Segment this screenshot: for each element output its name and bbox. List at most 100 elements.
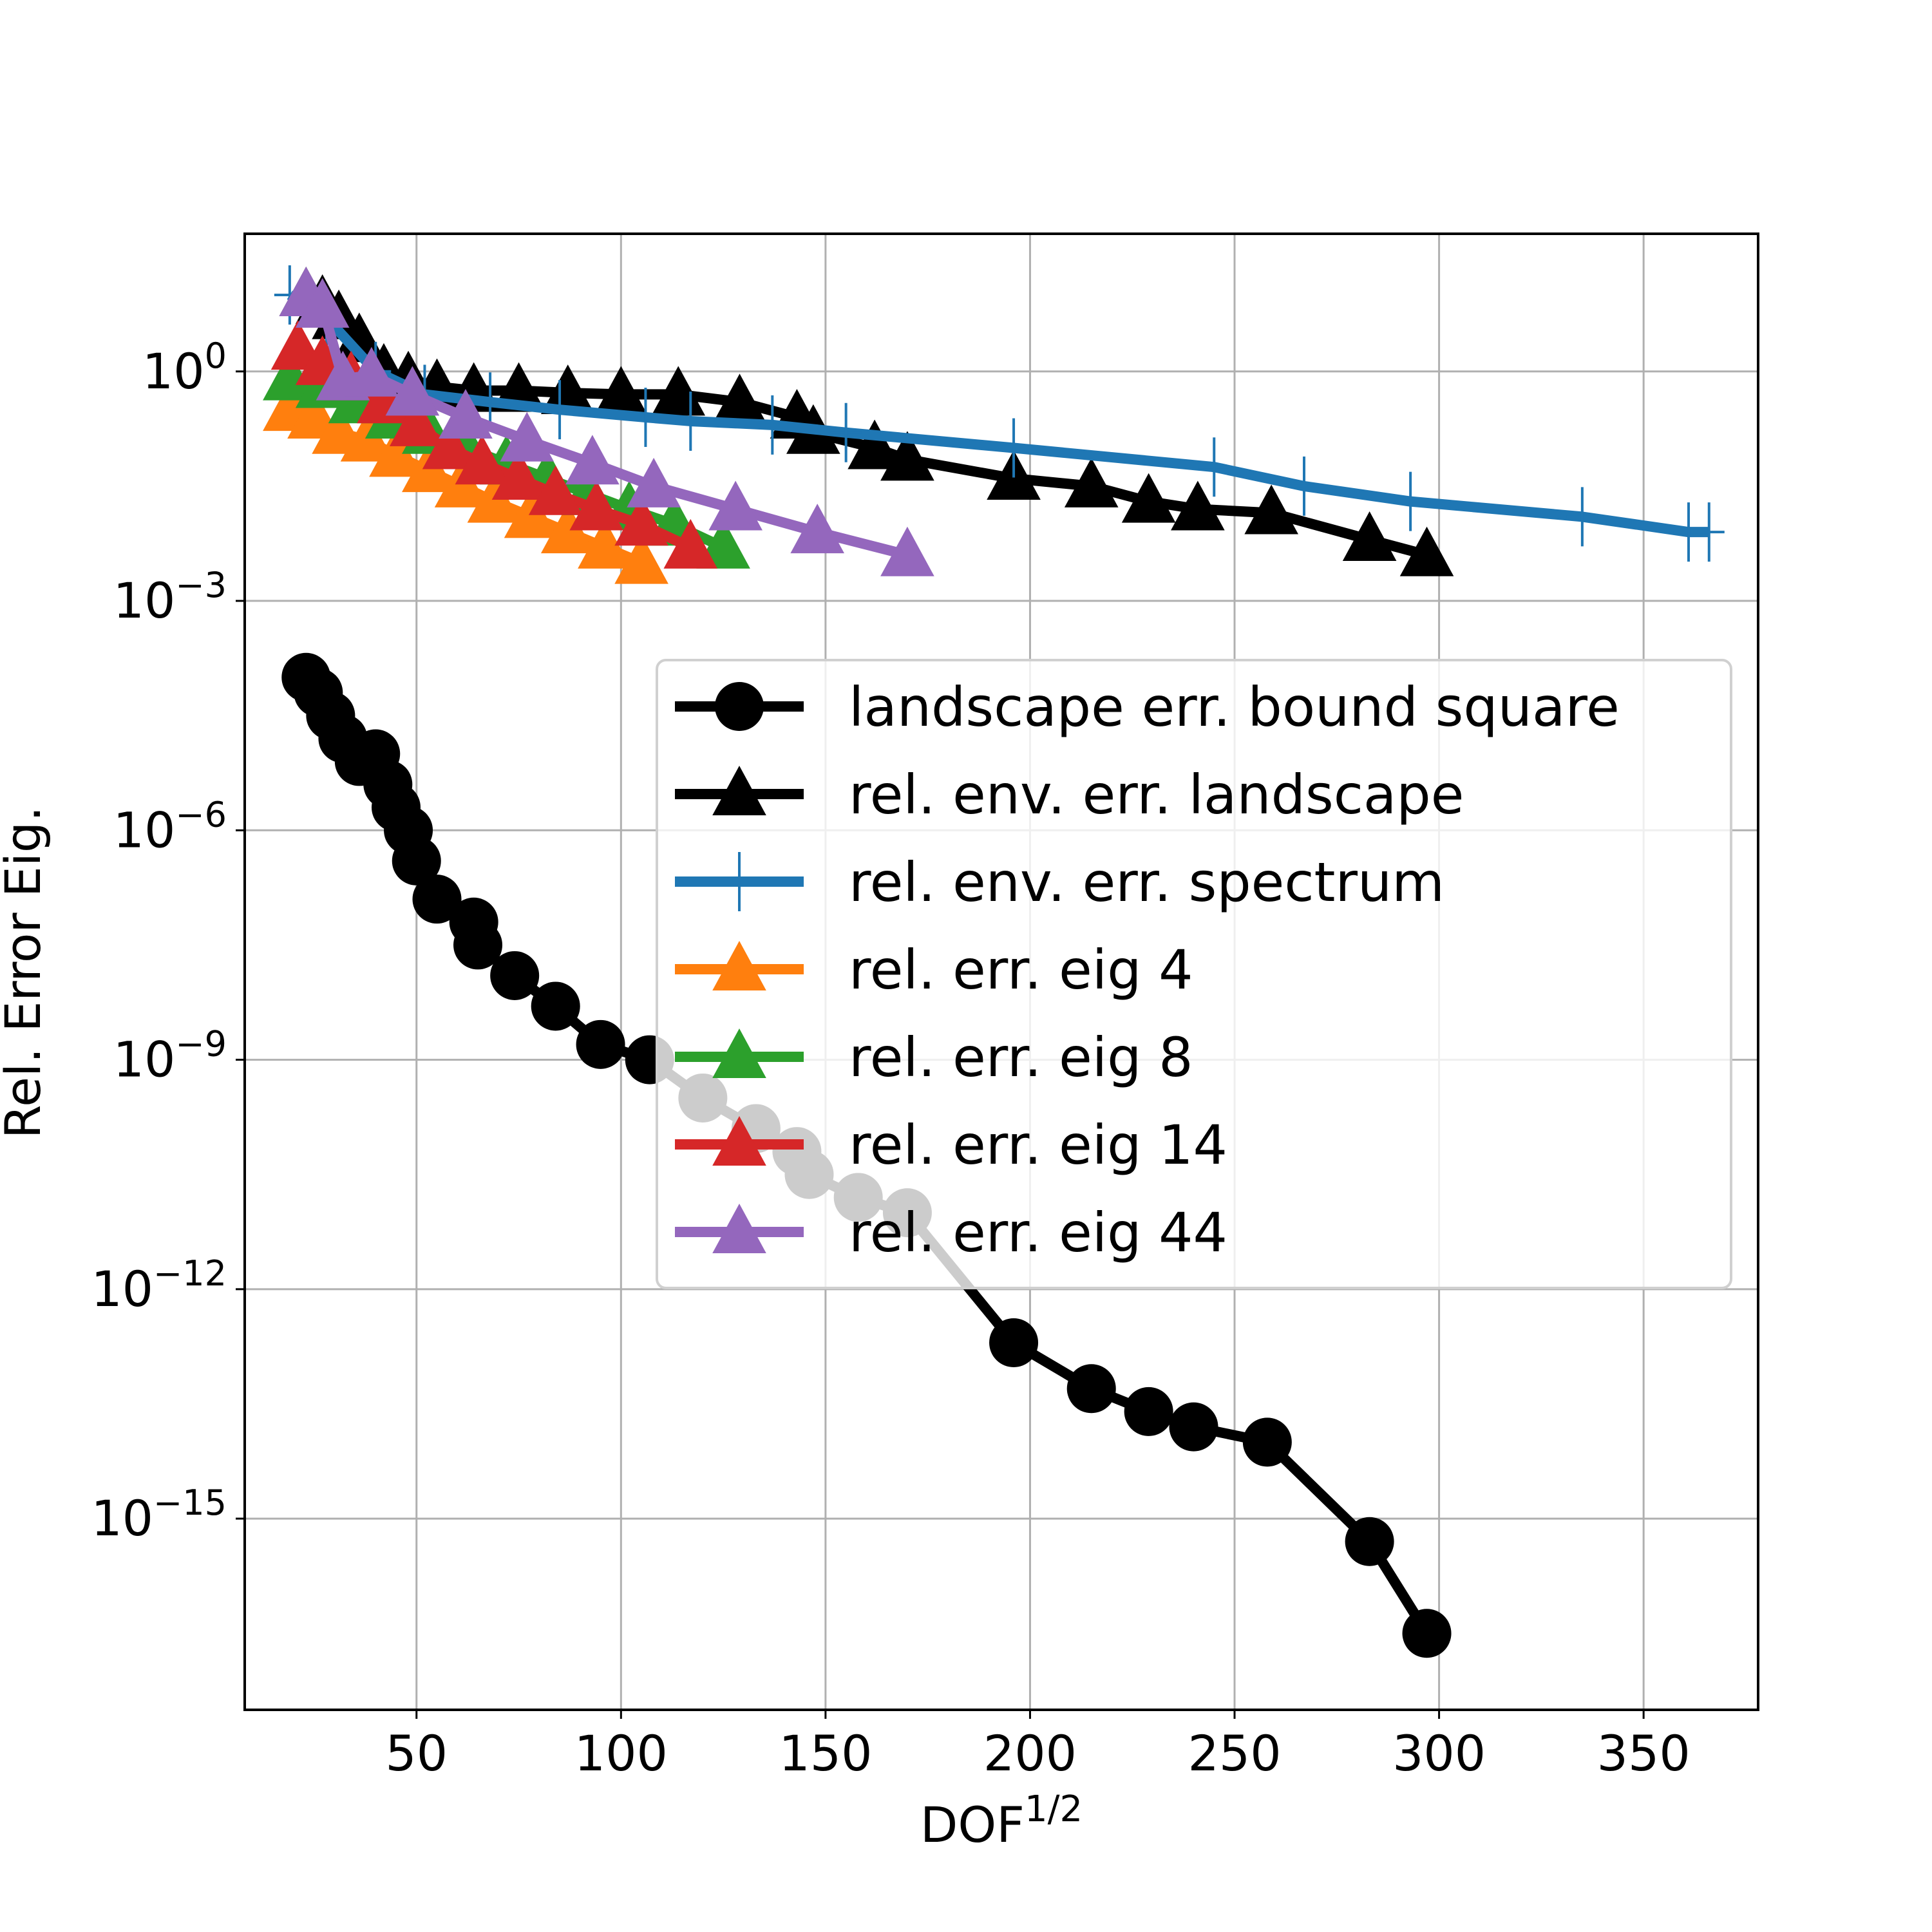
- data-point: [455, 435, 509, 485]
- legend-entry: rel. err. eig 44: [675, 1201, 1227, 1264]
- data-point: [1198, 437, 1230, 497]
- data-point: [576, 1019, 625, 1069]
- data-point: [614, 534, 668, 584]
- legend-marker: [712, 1116, 766, 1166]
- legend-label: rel. err. eig 4: [849, 938, 1193, 1001]
- data-point: [627, 457, 681, 507]
- y-tick-label: 100: [142, 336, 227, 400]
- data-point: [675, 391, 706, 451]
- data-point: [989, 1318, 1039, 1367]
- data-point: [880, 431, 934, 481]
- legend-label: rel. env. err. landscape: [849, 763, 1464, 826]
- data-point: [1244, 484, 1298, 535]
- y-tick-label: 10−3: [113, 565, 227, 629]
- legend-label: rel. err. eig 44: [849, 1201, 1227, 1264]
- data-point: [389, 396, 444, 446]
- data-point: [544, 380, 576, 440]
- legend-marker: [712, 1204, 766, 1253]
- x-tick-label: 350: [1597, 1725, 1690, 1782]
- data-point: [594, 366, 649, 416]
- data-point: [1171, 480, 1225, 531]
- data-point: [1169, 1402, 1218, 1452]
- x-tick-label: 100: [574, 1725, 668, 1782]
- data-point: [790, 504, 844, 554]
- data-point: [880, 526, 934, 576]
- data-point: [540, 504, 595, 554]
- data-point: [569, 480, 624, 531]
- data-point: [708, 480, 762, 531]
- legend-marker: [712, 941, 766, 990]
- data-point: [1289, 456, 1320, 516]
- y-tick-label: 10−12: [91, 1253, 227, 1318]
- y-tick-label: 10−6: [113, 794, 227, 858]
- x-axis-label-superscript: 1/2: [1025, 1788, 1083, 1830]
- data-point: [531, 981, 580, 1031]
- ticks: 50 100 150 200 250 300 350 100 10−3 10−6 10−9 10−12…: [91, 336, 1690, 1782]
- series-layer: [263, 265, 1725, 1658]
- data-point: [578, 518, 632, 569]
- legend-entry: landscape err. bound square: [675, 676, 1620, 739]
- legend: landscape err. bound square rel. env. err…: [656, 659, 1732, 1289]
- legend-box: [656, 659, 1732, 1289]
- data-point: [1693, 502, 1725, 562]
- data-point: [1242, 1417, 1292, 1467]
- plot-frame: [243, 232, 1759, 1711]
- legend-entry: rel. env. err. landscape: [675, 763, 1464, 826]
- data-point: [528, 465, 583, 515]
- x-tick-label: 150: [779, 1725, 872, 1782]
- data-point: [540, 365, 595, 415]
- data-point: [848, 419, 902, 469]
- legend-marker: [715, 682, 764, 731]
- y-tick-label: 10−9: [113, 1024, 227, 1088]
- data-point: [630, 388, 661, 448]
- data-point: [565, 435, 620, 485]
- data-point: [439, 389, 493, 439]
- legend-label: rel. err. eig 14: [849, 1113, 1227, 1177]
- data-point: [757, 395, 788, 455]
- data-point: [1121, 473, 1176, 523]
- x-tick-label: 250: [1188, 1725, 1281, 1782]
- data-point: [1399, 526, 1454, 576]
- data-point: [263, 350, 317, 401]
- data-point: [500, 412, 554, 462]
- data-point: [453, 920, 503, 970]
- data-point: [490, 951, 540, 1000]
- data-point: [1345, 1517, 1394, 1566]
- legend-entry: rel. err. eig 8: [675, 1026, 1193, 1089]
- data-point: [998, 418, 1030, 478]
- legend-marker: [724, 852, 755, 911]
- legend-label: landscape err. bound square: [849, 676, 1620, 739]
- x-axis-label: DOF1/2: [920, 1788, 1083, 1853]
- data-point: [1402, 1609, 1452, 1658]
- data-point: [1342, 511, 1397, 562]
- data-point: [1124, 1387, 1173, 1436]
- data-point: [412, 875, 462, 924]
- data-point: [663, 518, 718, 569]
- legend-entry: rel. err. eig 14: [675, 1113, 1227, 1177]
- x-tick-label: 300: [1392, 1725, 1486, 1782]
- data-point: [385, 366, 440, 416]
- data-point: [392, 836, 441, 886]
- series-rel-err-eig-44: [279, 267, 934, 576]
- data-point: [614, 496, 668, 546]
- legend-entry: rel. err. eig 4: [675, 938, 1193, 1001]
- data-point: [712, 374, 767, 424]
- legend-marker: [712, 766, 766, 815]
- y-axis-label: Rel. Error Eig.: [0, 806, 52, 1139]
- data-point: [295, 278, 350, 328]
- legend-label: rel. env. err. spectrum: [849, 851, 1444, 914]
- data-point: [422, 419, 477, 469]
- data-point: [830, 402, 862, 462]
- x-axis-label-main: DOF: [920, 1796, 1025, 1853]
- legend-entry: rel. env. err. spectrum: [675, 851, 1444, 914]
- data-point: [1395, 471, 1426, 531]
- x-tick-label: 200: [983, 1725, 1077, 1782]
- data-point: [1066, 1364, 1116, 1414]
- legend-marker: [712, 1028, 766, 1078]
- legend-label: rel. err. eig 8: [849, 1026, 1193, 1089]
- y-tick-label: 10−15: [91, 1482, 227, 1547]
- data-point: [491, 450, 546, 500]
- x-tick-label: 50: [385, 1725, 448, 1782]
- data-point: [345, 346, 399, 397]
